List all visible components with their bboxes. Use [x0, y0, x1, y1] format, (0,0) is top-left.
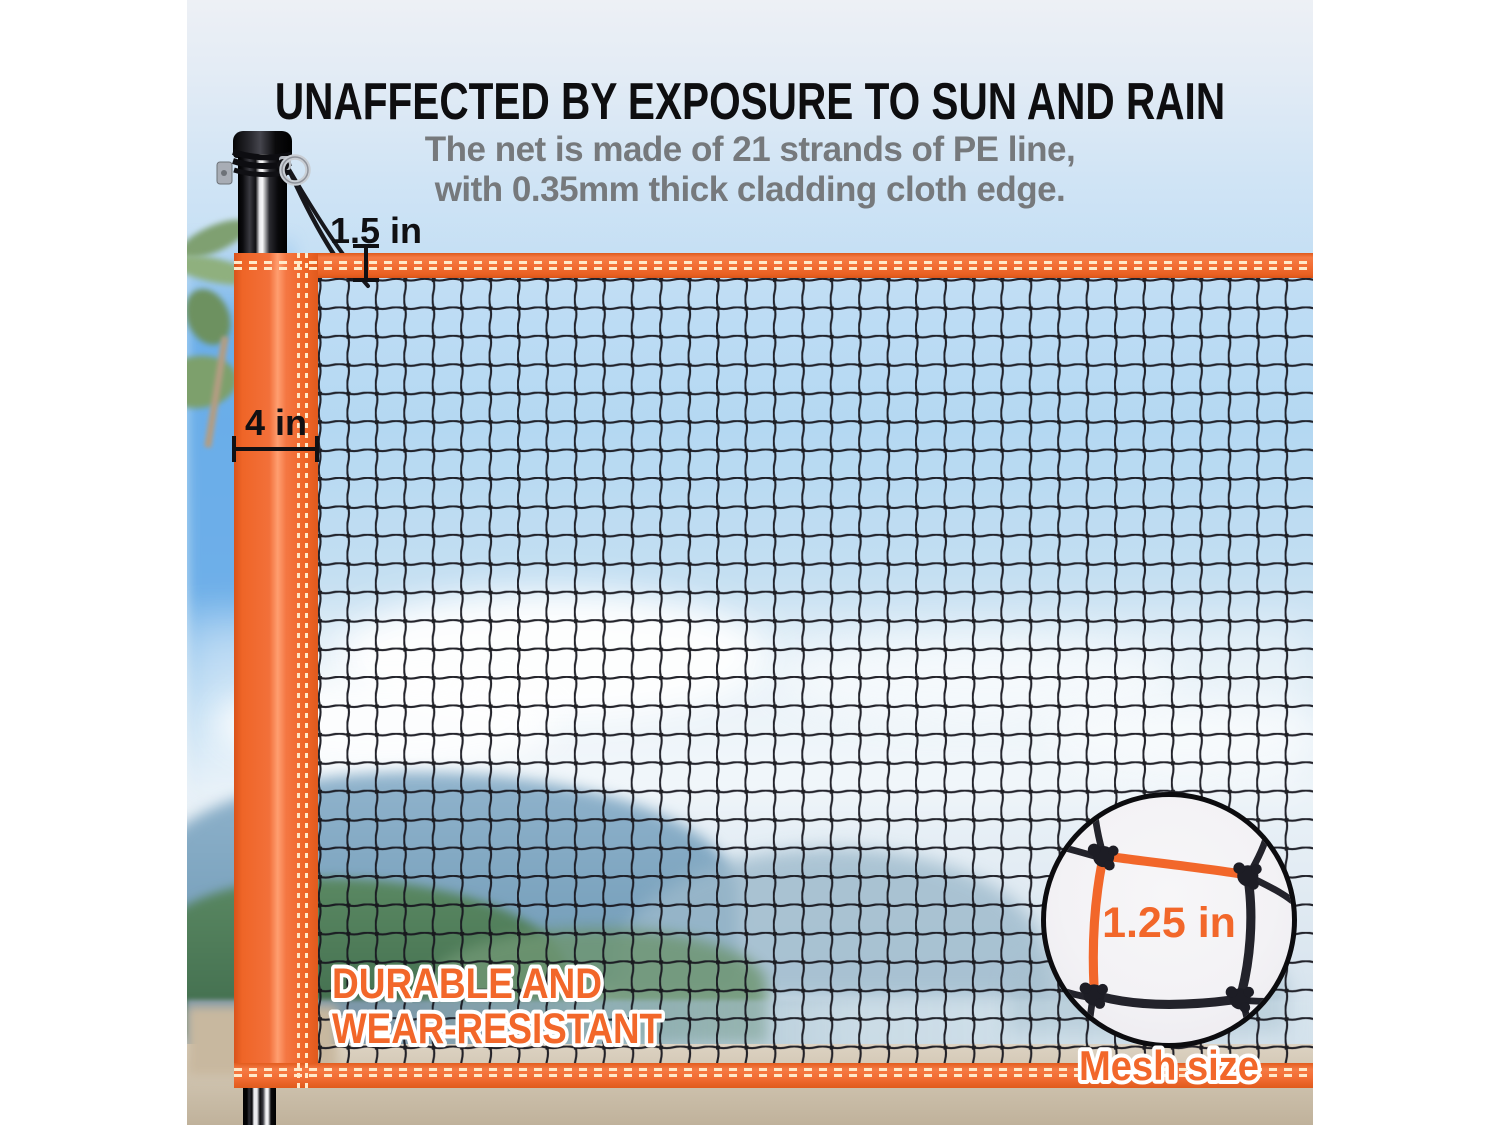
subtitle-line-2: with 0.35mm thick cladding cloth edge. [434, 170, 1066, 209]
rope-knot [1079, 982, 1108, 1009]
durable-caption: DURABLE AND WEAR-RESISTANT [328, 956, 666, 1057]
net-top-band [234, 253, 1313, 278]
net-pole-bottom [243, 1085, 276, 1125]
clamp-bolt [221, 170, 227, 176]
rope-tails [1046, 805, 1292, 1043]
page-title: UNAFFECTED BY EXPOSURE TO SUN AND RAIN [274, 73, 1226, 131]
measure-line-top-band [364, 247, 368, 280]
mesh-rope-bottom [1097, 992, 1239, 1010]
stitch-line [234, 1068, 1313, 1071]
rope-wrap [232, 149, 292, 161]
product-photo: 1.5 in 4 in UNAFFECTED BY EXPOSURE TO SU… [187, 0, 1313, 1125]
net-side-band [234, 253, 318, 1088]
subtitle-line-1: The net is made of 21 strands of PE line… [424, 130, 1076, 169]
measure-line-side-band [234, 447, 318, 451]
rope-knot [1225, 986, 1255, 1013]
metal-ring-shade [281, 156, 309, 184]
mesh-magnifier-circle: 1.25 in [1041, 792, 1297, 1048]
mesh-detail-illustration [1046, 805, 1292, 1043]
measure-cap [232, 436, 236, 462]
rope-knot [1087, 843, 1119, 871]
mesh-rope-left-highlight [1088, 859, 1107, 992]
side-band-width-label: 4 in [244, 402, 307, 443]
mesh-size-caption: Mesh size [1075, 1038, 1263, 1093]
measure-cap [315, 436, 319, 462]
stitch-line [234, 261, 1313, 264]
measure-cap [353, 244, 379, 248]
rope-knot [1233, 862, 1262, 890]
durable-caption-line2: WEAR-RESISTANT [332, 1005, 662, 1053]
mesh-rope-top-highlight [1104, 852, 1245, 879]
stitch-line [297, 253, 300, 1088]
measure-cap [353, 278, 379, 282]
stitch-line [305, 253, 308, 1088]
metal-ring-icon [279, 154, 311, 186]
mesh-rope-right [1237, 878, 1256, 996]
top-band-height-label: 1.5 in [329, 210, 423, 251]
stitch-line [234, 1074, 1313, 1077]
durable-caption-line1: DURABLE AND [332, 960, 602, 1008]
subtitle: The net is made of 21 strands of PE line… [330, 130, 1170, 210]
mesh-size-value: 1.25 in [1102, 899, 1236, 947]
mesh-size-caption-text: Mesh size [1079, 1042, 1259, 1089]
stitch-line [234, 267, 1313, 270]
